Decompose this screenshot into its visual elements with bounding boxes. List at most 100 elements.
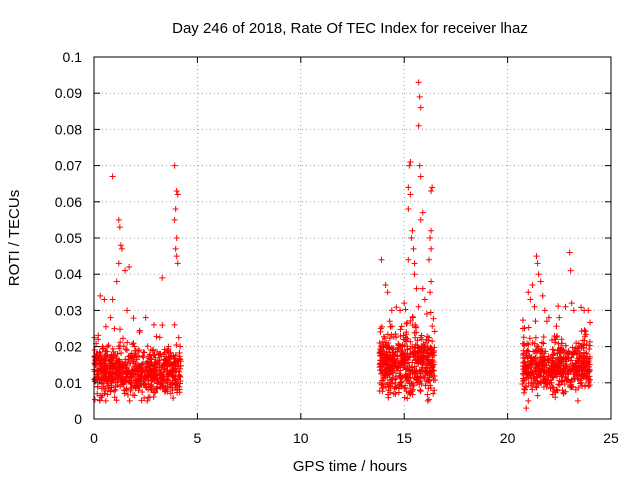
data-point bbox=[383, 370, 390, 377]
data-point bbox=[127, 360, 134, 367]
y-tick-label: 0.06 bbox=[55, 194, 82, 210]
data-point bbox=[376, 339, 383, 346]
data-point bbox=[388, 376, 395, 383]
data-point bbox=[574, 357, 581, 364]
data-point bbox=[540, 333, 547, 340]
data-point bbox=[519, 317, 526, 324]
data-point bbox=[401, 394, 408, 401]
data-point bbox=[120, 335, 127, 342]
data-point bbox=[521, 389, 528, 396]
data-point bbox=[535, 346, 542, 353]
y-tick-label: 0.01 bbox=[55, 375, 82, 391]
data-point bbox=[162, 385, 169, 392]
data-point bbox=[525, 348, 532, 355]
data-point bbox=[378, 381, 385, 388]
data-point bbox=[566, 249, 573, 256]
data-point bbox=[138, 397, 145, 404]
data-point bbox=[378, 256, 385, 263]
data-point bbox=[100, 357, 107, 364]
data-point bbox=[140, 354, 147, 361]
data-point bbox=[176, 368, 183, 375]
data-point bbox=[585, 307, 592, 314]
data-point bbox=[430, 315, 437, 322]
data-point bbox=[530, 371, 537, 378]
data-point bbox=[543, 383, 550, 390]
data-point bbox=[535, 271, 542, 278]
y-tick-label: 0.1 bbox=[63, 49, 83, 65]
data-point bbox=[409, 388, 416, 395]
data-point bbox=[170, 371, 177, 378]
data-point bbox=[531, 348, 538, 355]
data-point bbox=[418, 364, 425, 371]
data-point bbox=[575, 344, 582, 351]
data-point bbox=[585, 363, 592, 370]
data-point bbox=[405, 256, 412, 263]
data-point bbox=[154, 385, 161, 392]
data-point bbox=[161, 346, 168, 353]
data-point bbox=[422, 367, 429, 374]
data-point bbox=[388, 323, 395, 330]
data-point bbox=[172, 245, 179, 252]
data-point bbox=[532, 377, 539, 384]
data-point bbox=[159, 322, 166, 329]
data-point bbox=[423, 311, 430, 318]
data-point bbox=[167, 381, 174, 388]
data-point bbox=[548, 371, 555, 378]
data-point bbox=[91, 396, 98, 403]
data-point bbox=[169, 387, 176, 394]
data-point bbox=[423, 336, 430, 343]
data-point bbox=[158, 370, 165, 377]
data-point bbox=[380, 333, 387, 340]
data-point bbox=[137, 362, 144, 369]
data-point bbox=[541, 307, 548, 314]
data-point bbox=[132, 360, 139, 367]
data-point bbox=[427, 309, 434, 316]
data-point bbox=[535, 360, 542, 367]
data-point bbox=[108, 353, 115, 360]
data-points bbox=[91, 79, 594, 412]
data-point bbox=[103, 348, 110, 355]
data-point bbox=[560, 390, 567, 397]
data-point bbox=[430, 376, 437, 383]
data-point bbox=[386, 318, 393, 325]
data-point bbox=[393, 304, 400, 311]
data-point bbox=[429, 184, 436, 191]
data-point bbox=[121, 390, 128, 397]
data-point bbox=[139, 352, 146, 359]
data-point bbox=[522, 368, 529, 375]
data-point bbox=[135, 353, 142, 360]
data-point bbox=[116, 224, 123, 231]
data-point bbox=[382, 358, 389, 365]
data-point bbox=[379, 385, 386, 392]
data-point bbox=[561, 349, 568, 356]
data-point bbox=[102, 397, 109, 404]
data-point bbox=[583, 341, 590, 348]
data-point bbox=[399, 355, 406, 362]
data-point bbox=[429, 350, 436, 357]
data-point bbox=[384, 391, 391, 398]
x-tick-label: 25 bbox=[603, 430, 619, 446]
data-point bbox=[527, 354, 534, 361]
data-point bbox=[142, 314, 149, 321]
data-point bbox=[107, 314, 114, 321]
data-point bbox=[527, 369, 534, 376]
data-point bbox=[101, 390, 108, 397]
data-point bbox=[95, 367, 102, 374]
data-point bbox=[586, 346, 593, 353]
data-point bbox=[521, 376, 528, 383]
data-point bbox=[173, 187, 180, 194]
data-point bbox=[402, 382, 409, 389]
data-point bbox=[126, 375, 133, 382]
data-point bbox=[410, 245, 417, 252]
data-point bbox=[556, 314, 563, 321]
data-point bbox=[164, 347, 171, 354]
data-point bbox=[91, 347, 98, 354]
data-point bbox=[418, 332, 425, 339]
data-point bbox=[122, 359, 129, 366]
data-point bbox=[415, 79, 422, 86]
data-point bbox=[103, 373, 110, 380]
data-point bbox=[533, 363, 540, 370]
data-point bbox=[520, 334, 527, 341]
data-point bbox=[136, 329, 143, 336]
